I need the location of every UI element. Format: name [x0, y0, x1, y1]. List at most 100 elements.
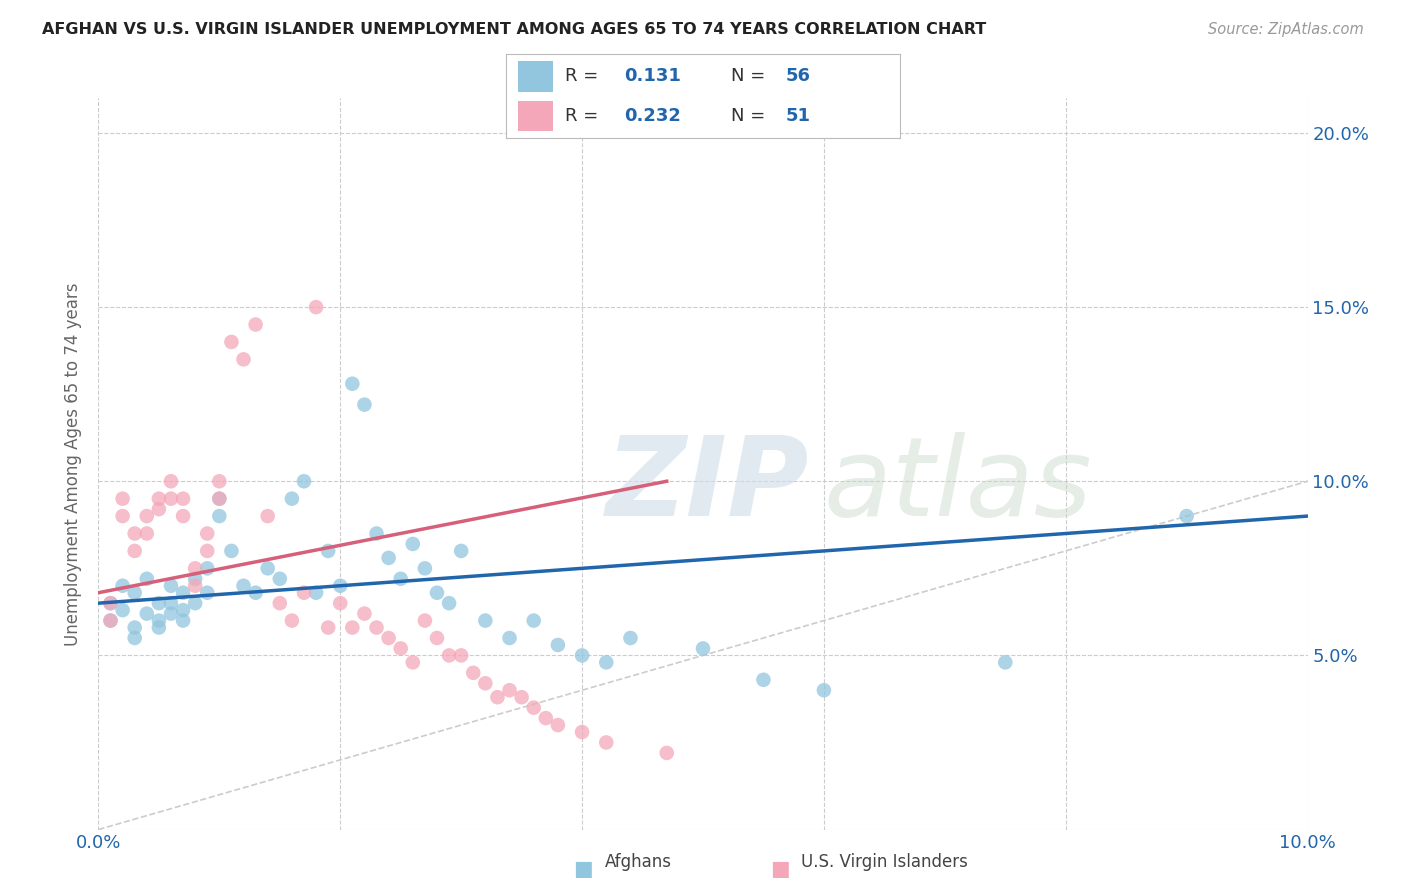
Point	[124, 526, 146, 541]
FancyBboxPatch shape	[517, 101, 554, 131]
Point	[208, 491, 231, 506]
Point	[353, 607, 375, 621]
Point	[486, 690, 509, 705]
Point	[124, 621, 146, 635]
Point	[534, 711, 557, 725]
Point	[437, 596, 460, 610]
Text: ZIP: ZIP	[606, 433, 810, 540]
Point	[292, 585, 315, 599]
Point	[305, 300, 328, 314]
Point	[160, 491, 183, 506]
Point	[692, 641, 714, 656]
Text: Afghans: Afghans	[605, 854, 672, 871]
Point	[281, 491, 304, 506]
Point	[342, 376, 364, 391]
Point	[523, 700, 546, 714]
Point	[172, 585, 194, 599]
Text: 0.232: 0.232	[624, 107, 681, 125]
Point	[547, 638, 569, 652]
Y-axis label: Unemployment Among Ages 65 to 74 years: Unemployment Among Ages 65 to 74 years	[65, 282, 83, 646]
Point	[195, 544, 218, 558]
Text: R =: R =	[565, 107, 605, 125]
Point	[426, 631, 449, 645]
Point	[366, 621, 388, 635]
Point	[342, 621, 364, 635]
Point	[547, 718, 569, 732]
Point	[523, 614, 546, 628]
Point	[619, 631, 641, 645]
Point	[184, 572, 207, 586]
Text: U.S. Virgin Islanders: U.S. Virgin Islanders	[801, 854, 969, 871]
Point	[208, 509, 231, 524]
Point	[232, 579, 254, 593]
Point	[172, 509, 194, 524]
Point	[450, 648, 472, 663]
Point	[232, 352, 254, 367]
Point	[450, 544, 472, 558]
Point	[160, 579, 183, 593]
Text: R =: R =	[565, 68, 605, 86]
Point	[813, 683, 835, 698]
Text: AFGHAN VS U.S. VIRGIN ISLANDER UNEMPLOYMENT AMONG AGES 65 TO 74 YEARS CORRELATIO: AFGHAN VS U.S. VIRGIN ISLANDER UNEMPLOYM…	[42, 22, 987, 37]
Point	[172, 603, 194, 617]
Point	[245, 318, 267, 332]
Text: 56: 56	[786, 68, 811, 86]
Point	[329, 579, 352, 593]
FancyBboxPatch shape	[517, 62, 554, 92]
Point	[111, 603, 134, 617]
Point	[124, 544, 146, 558]
Point	[474, 614, 496, 628]
Point	[195, 526, 218, 541]
Point	[124, 585, 146, 599]
Point	[160, 596, 183, 610]
Point	[111, 491, 134, 506]
Point	[316, 621, 339, 635]
Point	[510, 690, 533, 705]
Point	[111, 579, 134, 593]
Point	[148, 621, 170, 635]
Text: ■: ■	[574, 859, 593, 879]
Point	[160, 607, 183, 621]
Point	[111, 509, 134, 524]
Point	[1175, 509, 1198, 524]
Point	[221, 544, 243, 558]
Point	[148, 596, 170, 610]
Point	[377, 550, 399, 565]
Point	[100, 596, 122, 610]
Point	[124, 631, 146, 645]
Point	[172, 491, 194, 506]
Point	[498, 631, 520, 645]
Point	[571, 648, 593, 663]
Point	[208, 491, 231, 506]
Point	[256, 509, 278, 524]
Text: N =: N =	[731, 107, 770, 125]
Text: 51: 51	[786, 107, 811, 125]
Point	[148, 502, 170, 516]
Text: ■: ■	[770, 859, 790, 879]
Point	[402, 656, 425, 670]
Point	[148, 491, 170, 506]
Point	[269, 596, 291, 610]
Point	[413, 561, 436, 575]
Point	[752, 673, 775, 687]
Point	[655, 746, 678, 760]
Point	[329, 596, 352, 610]
Point	[160, 475, 183, 489]
Point	[135, 572, 157, 586]
Text: atlas: atlas	[824, 433, 1092, 540]
Point	[281, 614, 304, 628]
Point	[245, 585, 267, 599]
Point	[353, 398, 375, 412]
Point	[195, 561, 218, 575]
Point	[269, 572, 291, 586]
Point	[184, 561, 207, 575]
Point	[195, 585, 218, 599]
Point	[135, 509, 157, 524]
Point	[221, 334, 243, 349]
Point	[305, 585, 328, 599]
Point	[994, 656, 1017, 670]
Point	[135, 607, 157, 621]
Point	[571, 725, 593, 739]
Point	[595, 735, 617, 749]
Point	[208, 475, 231, 489]
